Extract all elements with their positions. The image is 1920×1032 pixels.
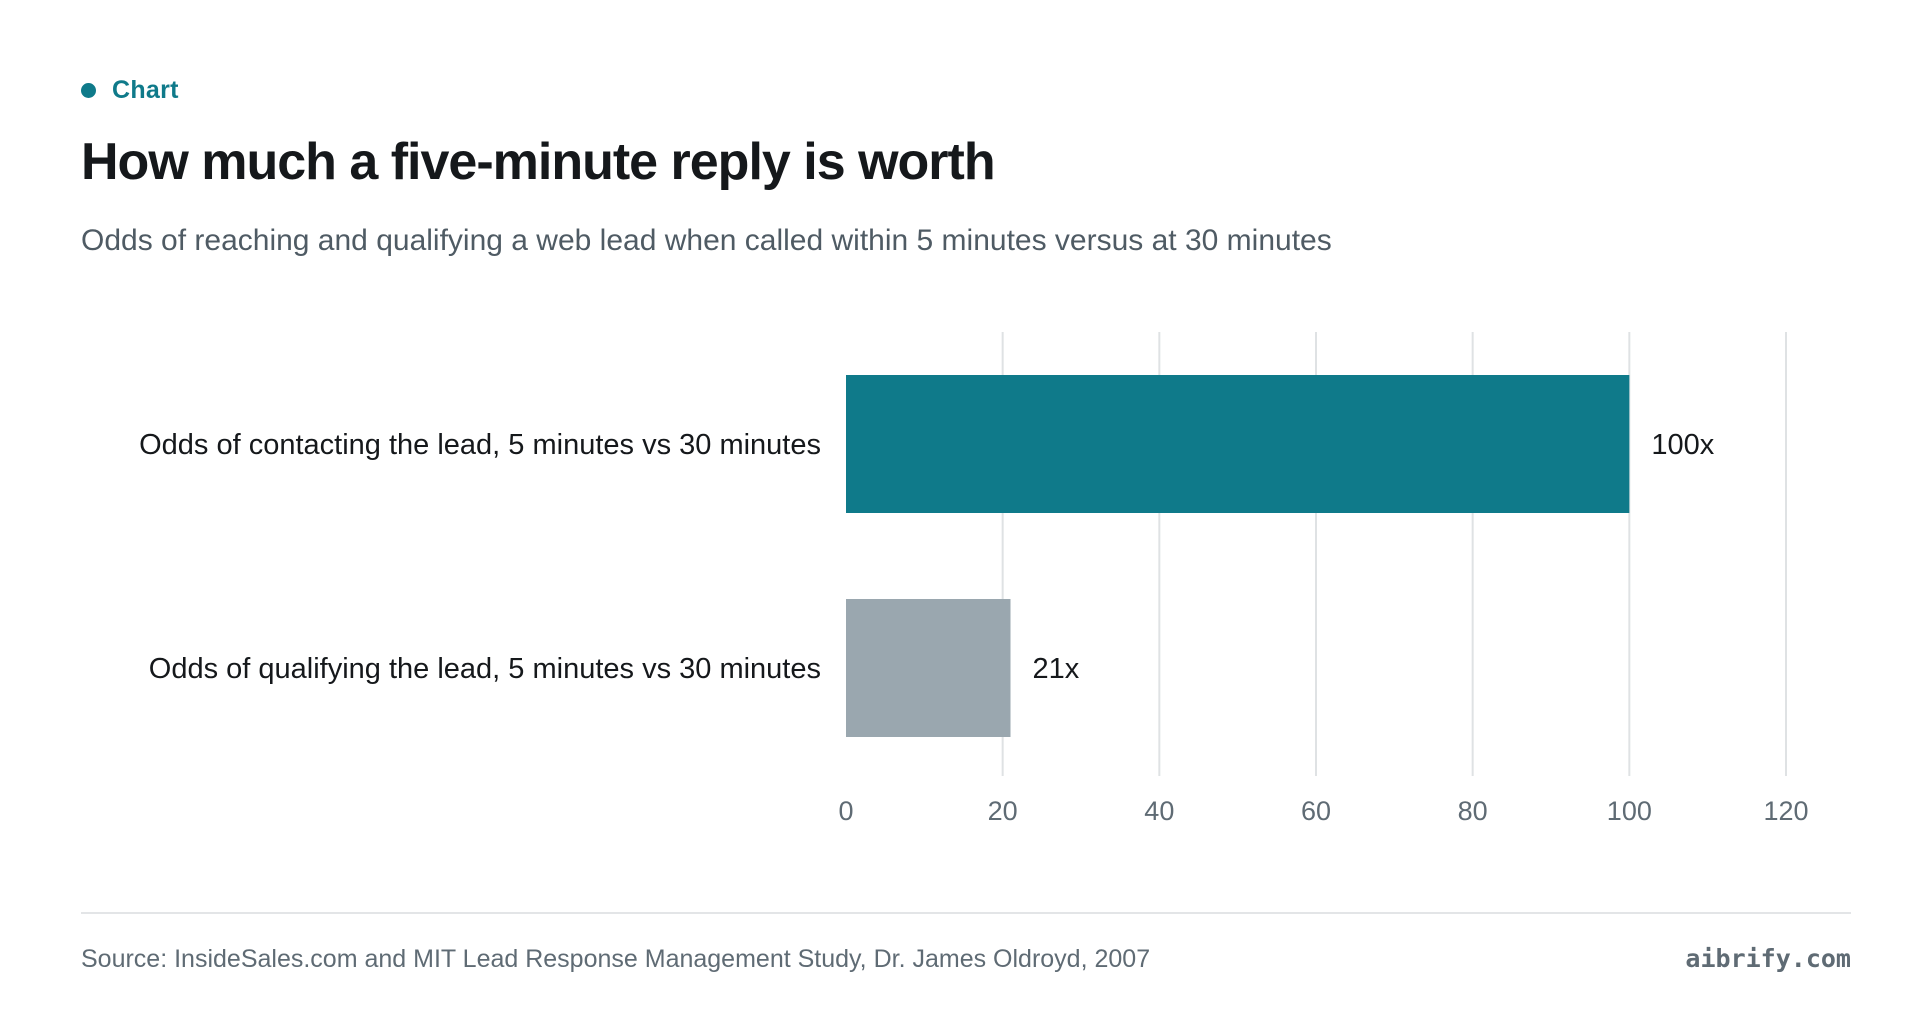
value-label: 100x [1651, 429, 1714, 461]
bar [846, 599, 1011, 737]
category-label: Odds of qualifying the lead, 5 minutes v… [149, 653, 821, 685]
bar [846, 375, 1630, 513]
x-tick-label: 60 [1301, 796, 1331, 826]
chart-subtitle: Odds of reaching and qualifying a web le… [81, 224, 1332, 257]
x-tick-label: 20 [988, 796, 1018, 826]
x-tick-label: 80 [1458, 796, 1488, 826]
source-note: Source: InsideSales.com and MIT Lead Res… [81, 945, 1151, 973]
bar-chart: 0 20 40 60 80 100 120 Odds of contacting the le… [139, 332, 1809, 826]
eyebrow-label: Chart [112, 76, 179, 104]
brand-wordmark: aibrify.com [1685, 944, 1851, 973]
bars [846, 375, 1630, 737]
chart-eyebrow: Chart [81, 76, 179, 105]
x-tick-label: 0 [838, 796, 853, 826]
x-tick-label: 100 [1607, 796, 1652, 826]
value-label: 21x [1033, 653, 1080, 685]
category-label: Odds of contacting the lead, 5 minutes v… [139, 429, 821, 461]
eyebrow-dot-icon [81, 83, 96, 98]
footer-divider [81, 912, 1851, 914]
labels: 0 20 40 60 80 100 120 Odds of contacting the le… [139, 429, 1808, 826]
x-tick-label: 40 [1144, 796, 1174, 826]
chart-title: How much a five-minute reply is worth [81, 133, 996, 191]
x-tick-label: 120 [1763, 796, 1808, 826]
